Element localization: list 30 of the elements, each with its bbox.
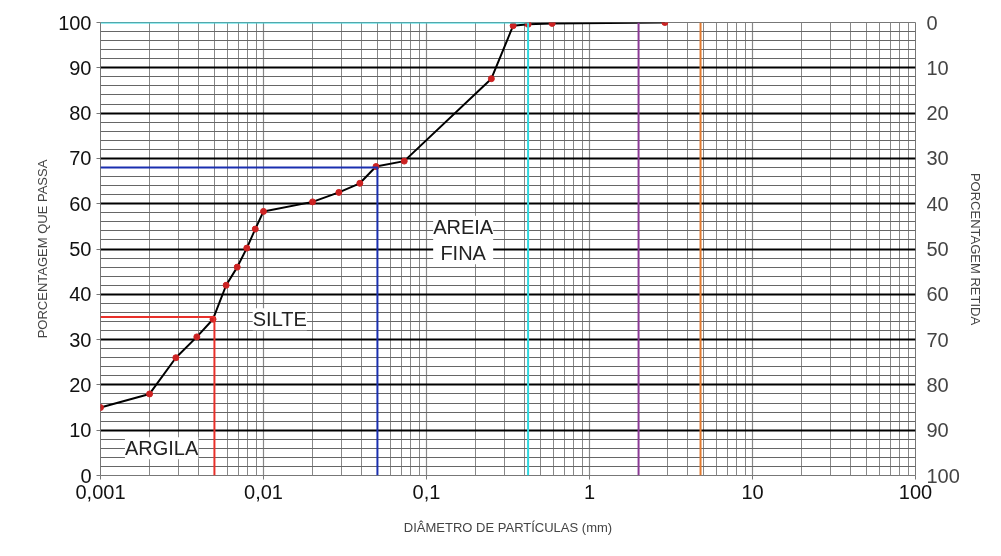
y-tick-label: 40: [69, 283, 92, 306]
y-tick-label: 100: [58, 11, 92, 34]
y2-tick-label: 0: [926, 11, 938, 34]
x-tick-label: 1: [583, 480, 596, 503]
y-tick-label: 50: [69, 238, 92, 260]
y2-tick-label: 50: [926, 238, 949, 260]
x-tick-label: 0,1: [412, 480, 441, 503]
y2-axis-title: PORCENTAGEM RETIDA: [967, 172, 983, 326]
annotation: ARGILA: [124, 437, 199, 460]
y2-tick-label: 20: [926, 102, 949, 125]
annotation: AREIA FINA: [433, 215, 494, 265]
y2-tick-label: 90: [926, 419, 949, 442]
y2-tick-label: 60: [926, 283, 949, 306]
x-axis-title: DIÂMETRO DE PARTÍCULAS (mm): [403, 519, 613, 535]
y-tick-label: 20: [69, 373, 92, 396]
y2-tick-label: 80: [926, 373, 949, 396]
y-tick-label: 70: [69, 147, 92, 170]
y2-tick-label: 10: [926, 56, 949, 79]
y-tick-label: 30: [69, 328, 92, 351]
y-tick-label: 90: [69, 56, 92, 79]
y-tick-label: 80: [69, 102, 92, 125]
y-axis-title: PORCENTAGEM QUE PASSA: [35, 159, 51, 339]
y2-tick-label: 70: [926, 328, 949, 351]
annotation: SILTE: [252, 308, 307, 331]
y-tick-label: 60: [69, 192, 92, 215]
y-tick-label: 10: [69, 419, 92, 442]
y2-tick-label: 30: [926, 147, 949, 170]
x-tick-label: 10: [741, 480, 764, 503]
x-tick-label: 0,01: [244, 480, 283, 503]
y2-tick-label: 40: [926, 192, 949, 215]
